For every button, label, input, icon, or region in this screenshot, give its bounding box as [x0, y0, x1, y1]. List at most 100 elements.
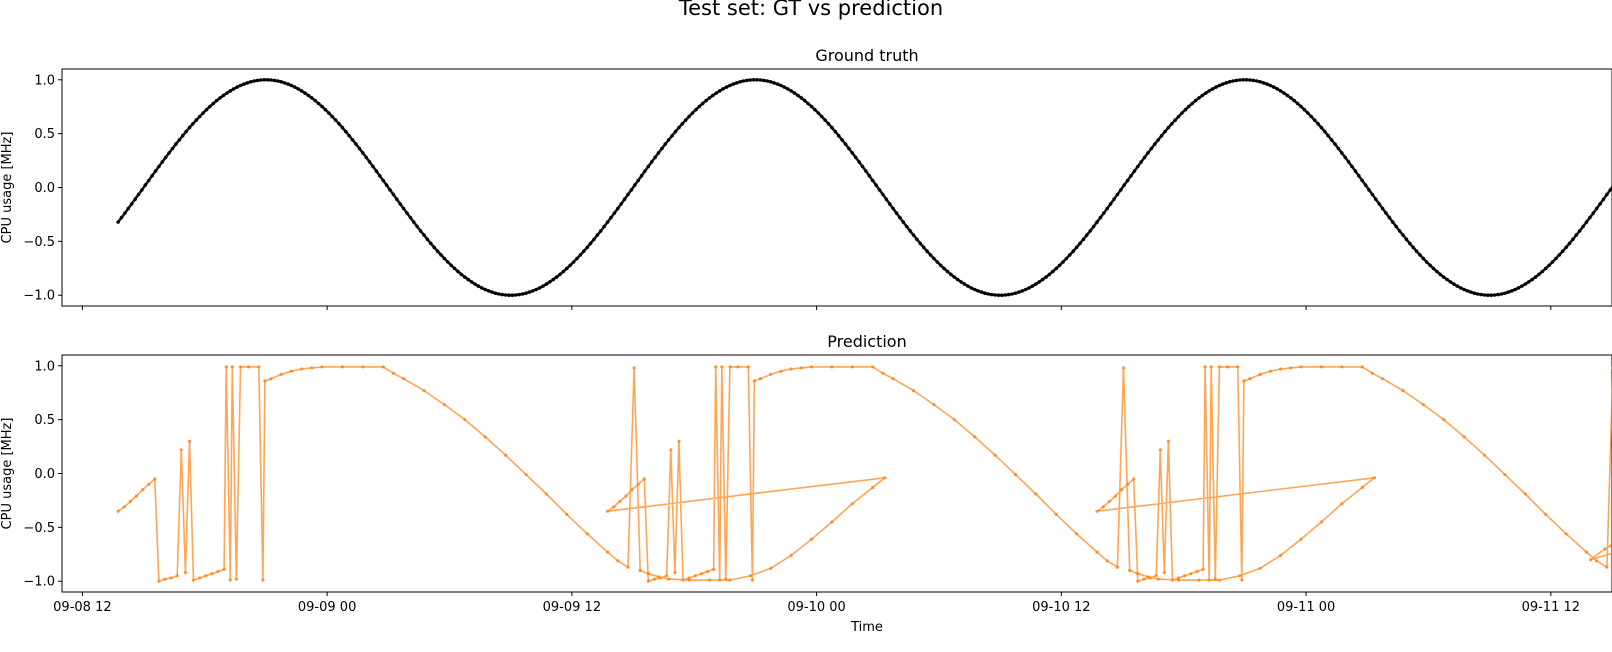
panel-1-data-point	[717, 89, 722, 93]
panel-1-data-point	[1078, 241, 1082, 246]
panel-1-data-point	[792, 91, 797, 95]
panel-2-data-point	[187, 439, 192, 443]
panel-1-data-point	[401, 206, 406, 211]
panel-2-data-point	[230, 365, 234, 369]
panel-2-xtick-label: 09-08 12	[53, 600, 111, 615]
panel-1-data-point	[520, 292, 525, 296]
panel-1-data-point	[174, 142, 178, 146]
panel-2-data-point	[310, 366, 314, 370]
panel-1-data-point	[327, 111, 331, 115]
panel-2-data-point	[147, 482, 151, 486]
panel-2-data-point	[932, 403, 936, 407]
panel-1-data-point	[1360, 178, 1364, 183]
panel-1-data-point	[1037, 280, 1041, 284]
panel-2-data-point	[687, 576, 691, 580]
panel-2-data-point	[881, 371, 885, 375]
panel-1-data-point	[609, 215, 613, 220]
panel-2-data-point	[1183, 574, 1187, 578]
panel-1-data-point	[639, 174, 644, 178]
panel-1-data-point	[741, 79, 746, 83]
panel-1-data-point	[1006, 292, 1011, 297]
panel-1-data-point	[833, 129, 838, 134]
panel-2-data-point	[728, 365, 732, 369]
panel-1-data-point	[1098, 215, 1103, 220]
panel-1-data-point	[962, 282, 967, 286]
panel-1-data-point	[242, 82, 246, 86]
panel-1-data-point	[1030, 284, 1035, 288]
panel-1-data-point	[881, 192, 885, 197]
panel-1-data-point	[707, 96, 712, 100]
panel-2-data-point	[714, 365, 718, 369]
panel-2-data-point	[681, 578, 685, 582]
panel-2-data-point	[638, 568, 642, 573]
panel-2-series-line	[117, 366, 1612, 582]
panel-1-data-point	[1513, 287, 1517, 292]
panel-1-data-point	[507, 293, 511, 298]
panel-2-data-point	[191, 578, 196, 582]
panel-1-data-point	[1316, 122, 1320, 126]
panel-1-data-point	[813, 107, 817, 112]
panel-2-data-point	[606, 550, 610, 554]
panel-2-data-point	[391, 371, 395, 375]
panel-1-data-point	[344, 129, 348, 134]
panel-1-data-point	[1125, 178, 1130, 183]
panel-1-data-point	[1261, 81, 1266, 85]
panel-1-data-point	[626, 192, 630, 197]
panel-1-data-point	[690, 111, 695, 115]
panel-1-data-point	[1176, 114, 1181, 119]
panel-1-data-point	[1081, 237, 1086, 242]
panel-1-data-point	[1469, 290, 1473, 294]
panel-1-data-point	[347, 133, 352, 138]
panel-2-data-point	[1584, 550, 1589, 554]
panel-1-data-point	[466, 277, 471, 282]
panel-2-data-point	[728, 578, 732, 582]
panel-2-data-point	[1370, 371, 1374, 375]
panel-1-data-point	[184, 129, 188, 134]
panel-1-data-point	[310, 96, 314, 100]
panel-1-data-point	[643, 169, 647, 173]
panel-2-data-point	[1299, 365, 1303, 369]
panel-1-data-point	[197, 114, 202, 119]
panel-1-data-point	[1068, 253, 1072, 257]
panel-1-data-point	[972, 287, 977, 292]
panel-1-data-point	[1526, 280, 1531, 284]
panel-1-data-point	[463, 275, 467, 279]
panel-1-data-point	[1166, 125, 1171, 130]
panel-2-data-point	[585, 532, 589, 536]
panel-1-data-point	[758, 78, 763, 82]
panel-2-data-point	[1442, 418, 1446, 422]
panel-1-data-point	[918, 241, 923, 246]
panel-2-data-point	[1340, 365, 1344, 369]
panel-1-data-point	[350, 138, 355, 142]
panel-1-data-point	[680, 122, 685, 126]
panel-1-data-point	[1584, 220, 1589, 224]
panel-1-data-point	[738, 80, 742, 84]
panel-1-data-point	[1550, 260, 1555, 264]
panel-1-data-point	[959, 280, 963, 284]
panel-2-data-point	[789, 553, 793, 558]
panel-1-data-point	[1278, 89, 1283, 93]
panel-1-data-point	[915, 237, 919, 242]
panel-2-data-point	[1132, 477, 1136, 481]
panel-1-data-point	[765, 79, 770, 83]
panel-2-data-point	[463, 418, 467, 422]
panel-2-data-point	[616, 559, 620, 563]
panel-1-data-point	[677, 125, 681, 130]
panel-1-data-point	[979, 290, 984, 294]
panel-1-data-point	[235, 85, 239, 89]
panel-1-data-point	[252, 79, 256, 83]
panel-1-data-point	[1180, 111, 1184, 115]
panel-2-data-point	[442, 403, 446, 407]
panel-2-data-point	[153, 477, 157, 481]
panel-1-data-point	[1391, 220, 1395, 224]
panel-1-data-point	[568, 263, 572, 268]
panel-1-data-point	[1605, 192, 1609, 197]
panel-1-data-point	[578, 253, 583, 257]
panel-1-data-point	[143, 183, 148, 187]
panel-2-data-point	[1195, 569, 1199, 574]
panel-1-data-point	[554, 275, 559, 279]
panel-1-data-point	[775, 82, 780, 86]
panel-2-data-point	[1113, 494, 1117, 498]
panel-1-data-point	[836, 133, 841, 138]
